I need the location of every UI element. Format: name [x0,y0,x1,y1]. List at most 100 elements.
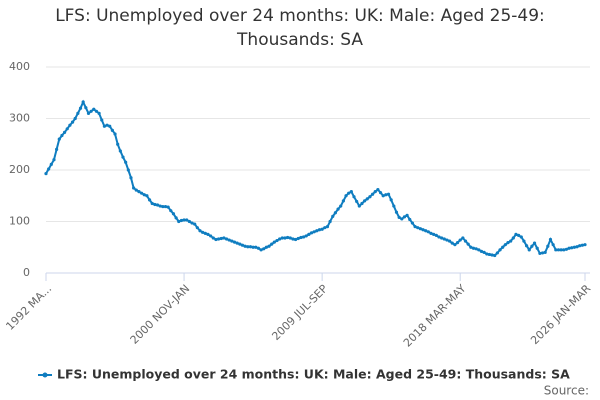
data-point [524,244,529,248]
data-point [102,124,107,128]
data-point [498,248,502,252]
data-point [187,219,191,224]
data-point [238,242,242,246]
data-point [546,244,550,248]
data-point [360,201,364,206]
data-point [453,243,457,247]
data-point [317,228,322,232]
data-point [434,233,438,238]
data-point [291,237,295,241]
data-point [331,214,335,218]
data-point [421,228,425,232]
data-point [373,190,377,194]
data-point [485,252,489,256]
data-point [60,133,64,138]
data-point [169,209,173,213]
data-point [437,235,441,239]
data-point [259,248,263,252]
data-point [163,204,168,209]
data-point [402,215,407,219]
data-point [52,158,56,162]
data-point [137,190,141,194]
data-point [108,124,112,128]
data-point [575,245,579,249]
data-point [47,167,51,171]
data-point [479,249,484,253]
data-point [405,213,409,217]
data-point [315,229,319,233]
data-point [94,109,99,113]
y-tick-label: 300 [9,112,30,125]
data-point [65,127,69,131]
data-point [357,204,361,208]
data-point [216,237,221,241]
data-point [432,232,436,236]
data-point [509,239,513,243]
data-point [442,237,446,241]
data-point [381,194,385,198]
chart-title: LFS: Unemployed over 24 months: UK: Male… [55,6,545,50]
data-point [275,238,279,243]
data-point [142,193,146,197]
data-point [116,142,120,146]
data-point [139,191,144,195]
data-point [201,230,205,234]
data-point [147,198,152,202]
data-point [556,248,561,252]
data-point [296,236,300,241]
data-point [113,132,117,136]
data-point [487,252,492,257]
data-point [84,106,88,110]
data-point [538,251,542,256]
data-point [254,245,258,249]
data-point [219,236,223,241]
data-point [132,186,136,190]
data-point [150,201,154,206]
data-point [158,204,162,208]
data-point [511,236,515,240]
data-point [455,241,460,245]
data-point [336,207,340,211]
data-point [206,232,210,236]
data-point [44,172,48,176]
data-point [272,240,276,244]
data-point [118,149,122,153]
data-point [211,236,215,240]
data-point [100,118,104,122]
data-point [447,239,452,243]
data-point [463,239,468,243]
data-point [262,247,266,251]
data-point [179,218,184,223]
data-point [293,237,298,242]
data-point [97,111,101,115]
data-point [121,155,125,159]
data-point [503,243,507,247]
data-point [583,243,587,247]
data-point [517,233,521,238]
data-point [185,218,189,222]
data-point [424,229,428,233]
data-point [341,199,345,203]
data-point [530,244,534,248]
data-point [355,199,359,204]
data-point [190,221,194,225]
data-point [232,240,237,244]
data-point [235,241,239,245]
data-point [370,192,375,196]
data-point [70,120,75,124]
data-point [161,204,165,209]
x-tick-label: 2000 NOV-JAN [128,282,193,347]
data-point [177,219,181,224]
data-point [256,246,261,250]
data-point [514,232,518,236]
data-point [490,253,494,257]
data-point [378,191,383,195]
data-point [572,245,576,249]
legend-label: LFS: Unemployed over 24 months: UK: Male… [57,367,570,382]
data-point [519,235,523,239]
data-point [368,195,372,199]
data-point [543,250,547,254]
data-point [376,187,380,192]
data-point [482,250,486,254]
